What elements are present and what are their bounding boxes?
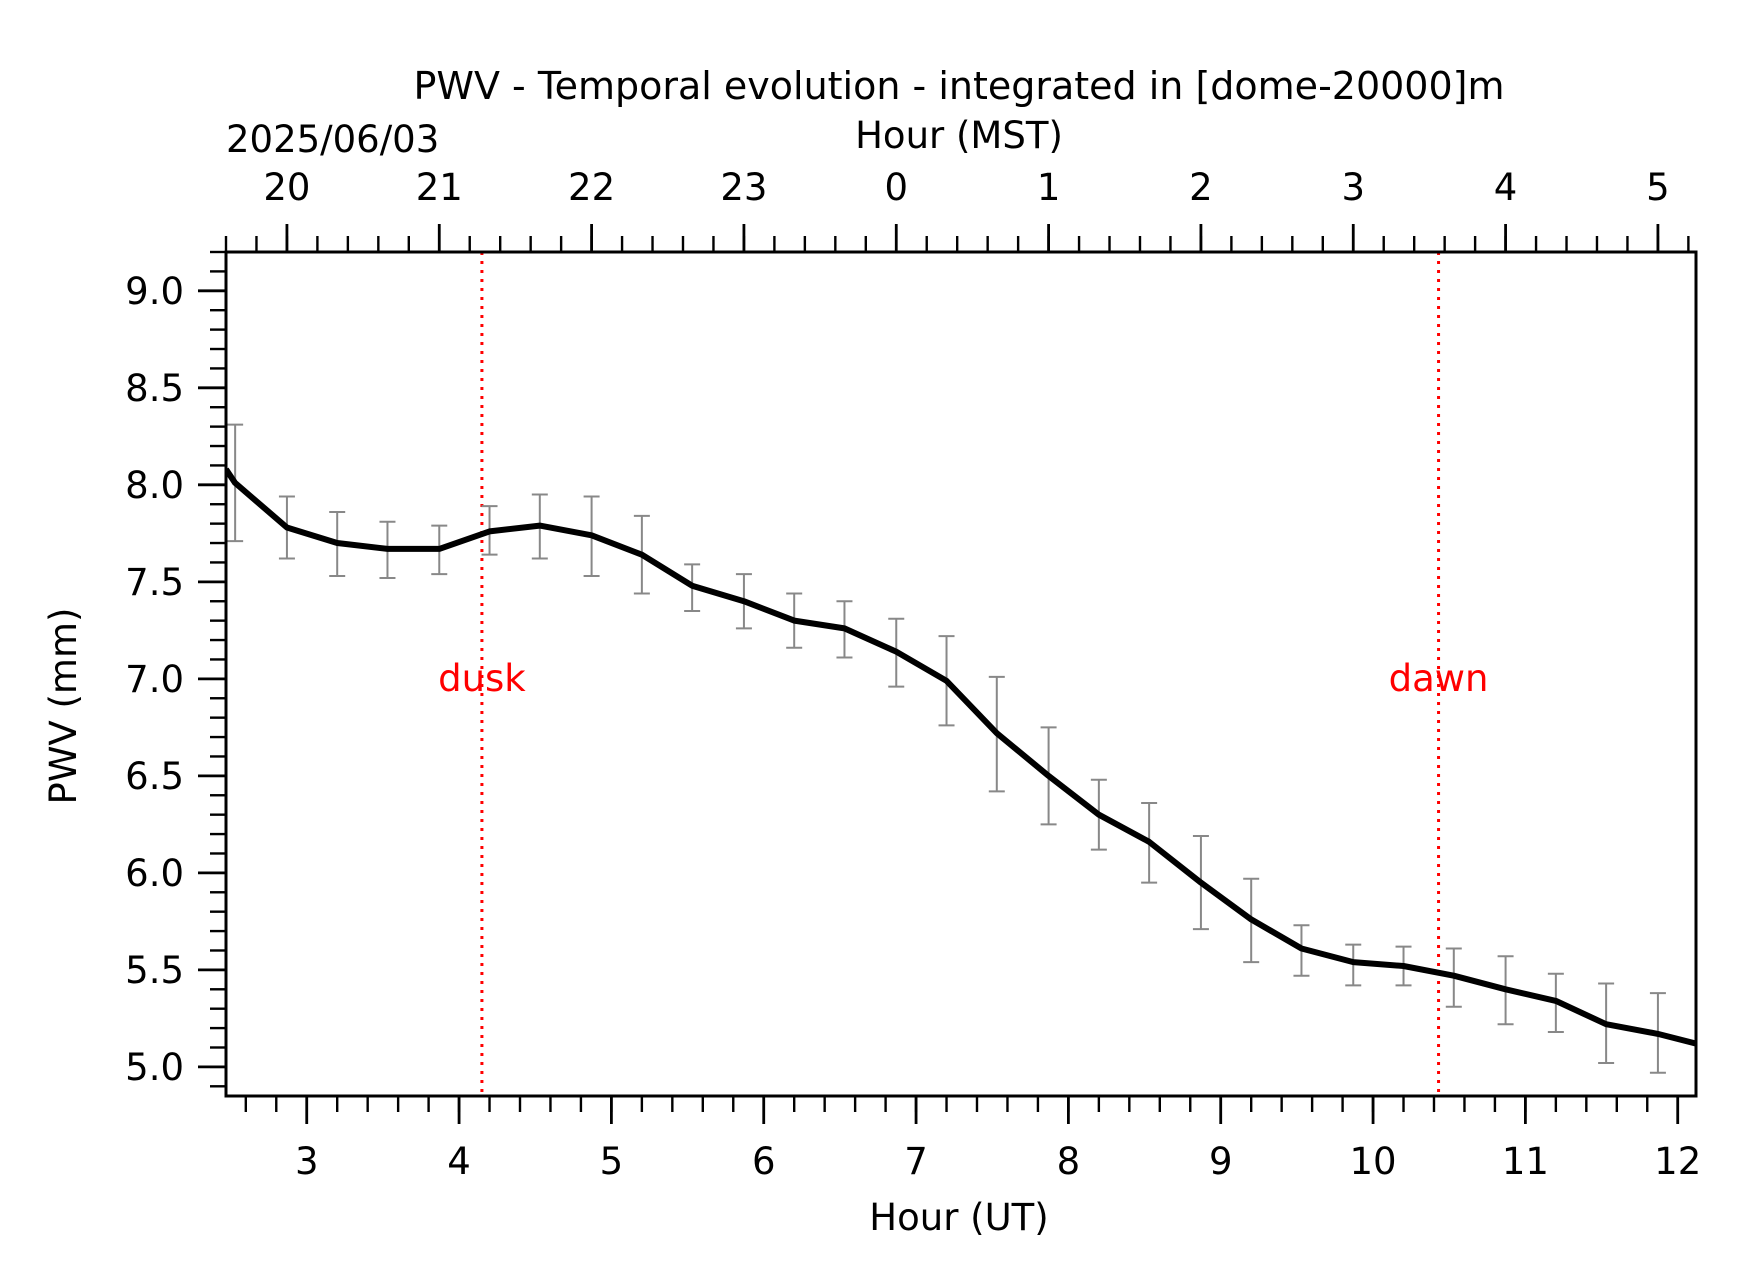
y-tick-label: 8.0: [125, 464, 184, 507]
y-tick-label: 5.0: [125, 1046, 184, 1089]
x2-tick-label: 4: [1494, 166, 1518, 209]
x2-tick-label: 3: [1341, 166, 1365, 209]
x2-tick-label: 21: [416, 166, 463, 209]
y-tick-label: 8.5: [125, 367, 184, 410]
y-tick-label: 5.5: [125, 949, 184, 992]
x2-tick-label: 22: [568, 166, 615, 209]
x2-tick-label: 20: [263, 166, 310, 209]
series-lines: [226, 467, 1696, 1047]
x2-tick-label: 5: [1646, 166, 1670, 209]
chart-title: PWV - Temporal evolution - integrated in…: [413, 64, 1504, 108]
x-tick-label: 6: [752, 1140, 776, 1183]
event-label-dusk: dusk: [438, 657, 526, 700]
x-axis-label: Hour (UT): [869, 1196, 1048, 1239]
x-tick-label: 12: [1654, 1140, 1701, 1183]
date-label: 2025/06/03: [226, 118, 439, 161]
event-label-dawn: dawn: [1389, 657, 1489, 700]
y-tick-label: 6.5: [125, 755, 184, 798]
series-line: [226, 467, 1696, 1047]
x-tick-label: 7: [904, 1140, 928, 1183]
x-tick-label: 10: [1350, 1140, 1397, 1183]
y-tick-label: 7.0: [125, 658, 184, 701]
y-tick-label: 7.5: [125, 561, 184, 604]
x-tick-label: 8: [1057, 1140, 1081, 1183]
x-tick-label: 4: [447, 1140, 471, 1183]
x2-axis-label: Hour (MST): [855, 114, 1063, 157]
y-tick-label: 9.0: [125, 270, 184, 313]
x2-tick-label: 0: [884, 166, 908, 209]
x-tick-label: 3: [295, 1140, 319, 1183]
x2-tick-label: 2: [1189, 166, 1213, 209]
x-tick-label: 5: [600, 1140, 624, 1183]
y-tick-label: 6.0: [125, 852, 184, 895]
event-lines: [480, 252, 1441, 1096]
x-tick-label: 11: [1502, 1140, 1549, 1183]
plot-frame: [224, 250, 1698, 1098]
x-tick-label: 9: [1209, 1140, 1233, 1183]
y-axis-label: PWV (mm): [42, 608, 85, 805]
x2-tick-label: 1: [1037, 166, 1061, 209]
x2-tick-label: 23: [720, 166, 767, 209]
